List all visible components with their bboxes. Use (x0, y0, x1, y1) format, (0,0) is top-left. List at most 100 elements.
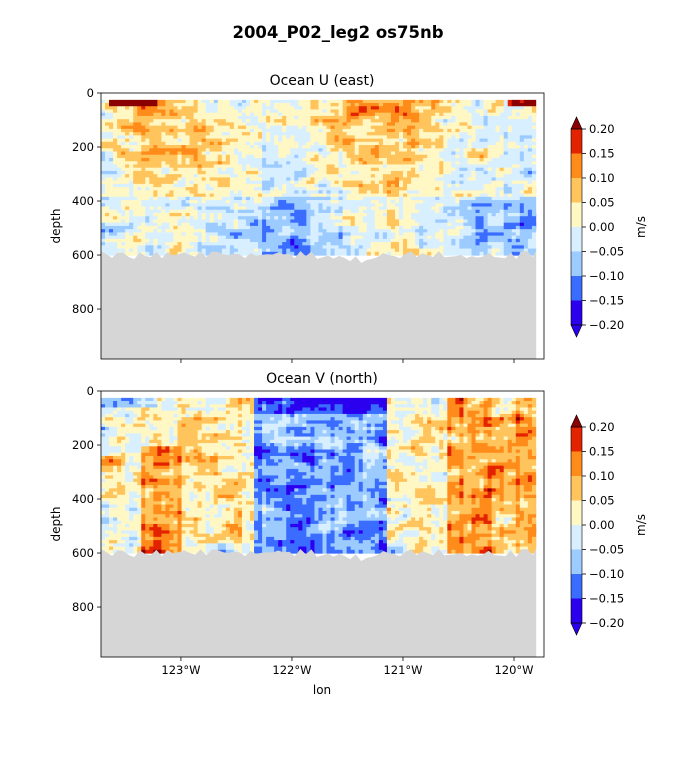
heat-cell (475, 187, 481, 191)
heat-cell (157, 138, 163, 143)
heat-cell (318, 200, 324, 204)
heat-cell (213, 212, 219, 217)
heat-cell (177, 203, 183, 208)
heat-cell (439, 115, 444, 120)
heat-cell (165, 132, 171, 136)
heat-cell (197, 132, 203, 136)
heat-cell (145, 145, 150, 149)
heat-cell (105, 99, 110, 104)
heat-cell (258, 242, 263, 246)
heat-cell (141, 138, 146, 143)
heat-cell (306, 190, 312, 195)
heat-cell (338, 148, 344, 153)
heat-cell (201, 115, 207, 120)
heat-cell (125, 229, 130, 233)
heat-cell (241, 222, 247, 227)
heat-cell (149, 102, 154, 107)
heat-cell (431, 102, 436, 107)
heat-cell (499, 203, 505, 208)
heat-cell (419, 248, 424, 253)
heat-cell (447, 209, 452, 214)
heat-cell (197, 106, 203, 111)
heat-cell (330, 222, 336, 227)
heat-cell (282, 161, 287, 166)
heat-cell (193, 187, 199, 191)
heat-cell (141, 157, 146, 162)
heat-cell (262, 180, 267, 185)
heat-cell (298, 242, 303, 246)
heat-cell (225, 190, 231, 195)
heat-cell (350, 138, 356, 143)
heat-cell (451, 183, 456, 188)
heat-cell (479, 206, 485, 211)
heat-cell (193, 235, 199, 240)
heat-cell (258, 200, 263, 204)
heat-cell (109, 203, 114, 208)
heat-cell (213, 138, 219, 143)
heat-cell (415, 180, 420, 185)
heat-cell (302, 122, 307, 127)
heat-cell (326, 251, 332, 256)
heat-cell (229, 109, 235, 114)
heat-cell (197, 190, 203, 195)
heat-cell (403, 238, 408, 243)
heat-cell (350, 102, 356, 107)
heat-cell (370, 132, 376, 136)
heat-cell (475, 251, 481, 256)
heat-cell (117, 216, 122, 221)
heat-cell (290, 187, 295, 191)
heat-cell (455, 174, 461, 178)
heat-cell (298, 183, 303, 188)
heat-cell (415, 242, 420, 246)
heat-cell (334, 235, 340, 240)
heat-cell (487, 187, 493, 191)
heat-cell (101, 219, 106, 224)
heat-cell (439, 222, 444, 227)
heat-cell (294, 229, 299, 233)
heat-cell (229, 151, 235, 156)
heat-cell (431, 203, 436, 208)
heat-cell (350, 125, 356, 130)
heat-cell (334, 183, 340, 188)
heat-cell (419, 174, 424, 178)
heat-cell (185, 99, 191, 104)
heat-cell (503, 141, 509, 146)
heat-cell (274, 141, 279, 146)
heat-cell (326, 209, 332, 214)
heat-cell (374, 102, 380, 107)
heat-cell (109, 183, 114, 188)
heat-cell (431, 119, 436, 123)
heat-cell (330, 232, 336, 237)
heat-cell (487, 145, 493, 149)
heat-cell (515, 183, 521, 188)
heat-cell (145, 122, 150, 127)
heat-cell (419, 238, 424, 243)
heat-cell (495, 212, 501, 217)
heat-cell (471, 229, 477, 233)
heat-cell (274, 177, 279, 182)
heat-cell (266, 177, 271, 182)
heat-cell (403, 203, 408, 208)
heat-cell (342, 245, 348, 250)
heat-cell (382, 193, 388, 198)
heat-cell (237, 245, 243, 250)
heat-cell (515, 148, 521, 153)
heat-cell (149, 135, 154, 140)
heat-cell (511, 135, 517, 140)
heat-cell (399, 203, 404, 208)
heat-cell (225, 248, 231, 253)
heat-cell (471, 125, 477, 130)
heat-cell (483, 209, 489, 214)
heat-cell (153, 135, 158, 140)
heat-cell (407, 209, 412, 214)
heat-cell (354, 219, 360, 224)
heat-cell (221, 125, 227, 130)
heat-cell (197, 170, 203, 175)
heat-cell (423, 222, 428, 227)
heat-cell (141, 99, 146, 104)
heat-cell (241, 248, 247, 253)
heat-cell (157, 203, 163, 208)
heat-cell (250, 232, 255, 237)
heat-cell (495, 128, 501, 133)
heat-cell (439, 128, 444, 133)
